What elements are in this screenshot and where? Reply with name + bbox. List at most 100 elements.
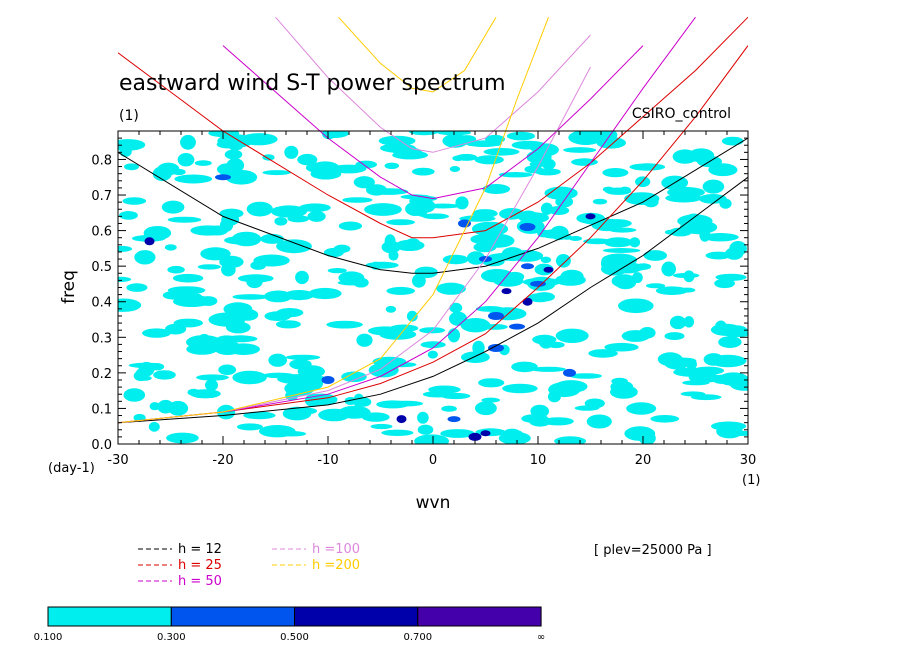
contour-blob — [621, 330, 650, 342]
contour-blob — [379, 329, 417, 340]
contour-blob-high — [488, 344, 504, 352]
contour-blob — [420, 341, 446, 349]
contour-blob — [322, 131, 336, 140]
contour-blob — [167, 216, 202, 223]
contour-blob — [718, 336, 742, 348]
contour-blob — [122, 197, 147, 205]
contour-blob — [714, 278, 735, 289]
chart-subtitle-left: (1) — [119, 108, 139, 124]
contour-blob — [530, 366, 566, 372]
contour-blob — [673, 272, 700, 279]
colorbar-label: 0.100 — [34, 632, 63, 643]
contour-blob — [714, 320, 727, 334]
colorbar-segment — [417, 606, 542, 627]
contour-blob — [614, 276, 637, 290]
contour-blob — [208, 312, 246, 327]
contour-blob — [246, 275, 263, 289]
contour-blob — [540, 202, 553, 215]
contour-blob — [602, 168, 629, 178]
y-tick-label: 0.8 — [91, 153, 112, 168]
contour-blob — [276, 239, 312, 254]
curve-symmetric-h100 — [384, 131, 495, 153]
contour-blob — [295, 270, 309, 285]
contour-blob — [232, 294, 269, 300]
contour-blob — [243, 411, 276, 420]
contour-blob — [364, 203, 402, 216]
contour-blob — [412, 167, 435, 176]
legend-label-h50: h = 50 — [178, 574, 222, 589]
contour-blob — [124, 163, 139, 171]
contour-blob — [669, 315, 687, 330]
contour-blob — [326, 320, 363, 329]
x-axis-label: wvn — [416, 493, 451, 513]
contour-blob — [661, 261, 676, 277]
contour-blob — [157, 162, 180, 176]
contour-blob — [307, 210, 326, 222]
contour-blob — [482, 184, 511, 194]
contour-blob-high — [458, 219, 471, 228]
contour-blob — [643, 250, 667, 261]
contour-blob — [414, 434, 450, 444]
contour-blob — [632, 272, 643, 284]
contour-blob — [384, 162, 400, 169]
contour-blob — [485, 134, 505, 144]
contour-blob — [703, 353, 724, 366]
contour-blob — [602, 186, 615, 193]
contour-blob — [200, 247, 231, 261]
contour-blob — [712, 374, 734, 384]
legend-label-h200: h =200 — [312, 558, 360, 573]
contour-blob — [148, 363, 165, 371]
contour-blob — [137, 375, 152, 381]
x-tick-label: -30 — [107, 453, 128, 468]
contour-blob — [264, 311, 292, 321]
contour-blob — [452, 155, 464, 162]
curve-kelvin-h100 — [118, 131, 558, 424]
contour-blob — [650, 415, 680, 423]
contour-blob — [554, 436, 587, 444]
contour-blob — [544, 186, 578, 200]
contour-blob — [729, 241, 747, 256]
contour-blob — [667, 187, 705, 198]
colorbar-segment — [170, 606, 296, 627]
contour-blob — [655, 286, 688, 296]
y-tick-label: 0.6 — [91, 225, 112, 240]
contour-blob — [624, 426, 656, 441]
contour-blob — [406, 238, 420, 246]
contour-blob — [284, 145, 299, 159]
contour-blob — [724, 325, 748, 336]
contour-blob — [664, 229, 678, 235]
contour-blob — [721, 136, 744, 146]
contour-blob — [260, 233, 284, 244]
y-tick-label: 0.1 — [91, 402, 112, 417]
contour-blob — [422, 213, 449, 220]
contour-blob — [610, 385, 638, 399]
contour-blob — [664, 332, 685, 341]
contour-blob — [173, 318, 203, 328]
contour-blob — [467, 251, 485, 265]
contour-blob — [521, 414, 549, 424]
contour-blob — [542, 417, 574, 426]
legend-label-h100: h =100 — [312, 542, 360, 557]
curve-outer-symmetric-h200 — [338, 16, 497, 93]
contour-blob — [441, 405, 457, 412]
curve-kelvin-h12 — [118, 176, 748, 424]
contour-blob — [177, 153, 195, 167]
contour-blob — [588, 349, 618, 358]
contour-blob — [619, 186, 631, 194]
colorbar-label: 0.500 — [280, 632, 309, 643]
contour-blob — [592, 198, 608, 205]
contour-blob — [386, 286, 416, 295]
contour-blob — [344, 397, 357, 405]
contour-blob — [646, 283, 666, 289]
contour-blob — [142, 328, 171, 338]
y-tick-label: 0.3 — [91, 331, 112, 346]
contour-blob — [471, 221, 509, 237]
contour-blob — [331, 164, 367, 174]
contour-blob — [540, 256, 552, 263]
contour-blob — [504, 428, 520, 436]
contour-blob — [308, 377, 324, 390]
colorbar-segment — [47, 606, 172, 627]
contour-blob — [161, 200, 185, 214]
contour-blob — [148, 421, 160, 432]
